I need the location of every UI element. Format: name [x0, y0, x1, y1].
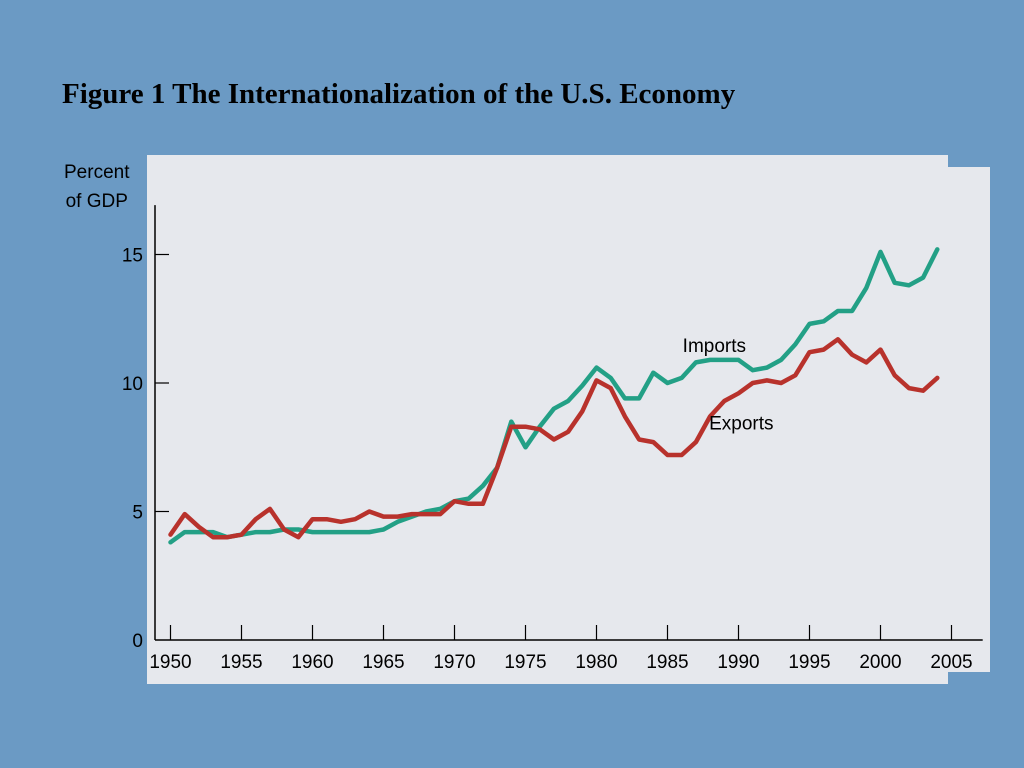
- y-axis-title-line2: of GDP: [65, 191, 128, 212]
- x-tick-label: 1970: [433, 652, 475, 673]
- y-axis-title: Percent of GDP: [64, 158, 129, 216]
- x-tick-label: 1975: [504, 652, 546, 673]
- x-tick-label: 1960: [291, 652, 333, 673]
- y-axis-title-line1: Percent: [64, 162, 130, 183]
- x-tick-label: 1980: [575, 652, 617, 673]
- x-tick-label: 1950: [149, 652, 191, 673]
- x-tick-label: 1990: [717, 652, 759, 673]
- series-line-imports: [168, 247, 940, 545]
- series-line-exports: [168, 337, 940, 540]
- x-tick-label: 1985: [646, 652, 688, 673]
- y-tick-label: 0: [132, 631, 143, 652]
- y-tick-label: 5: [132, 503, 143, 524]
- x-tick-label: 1955: [220, 652, 262, 673]
- slide-title: Figure 1 The Internationalization of the…: [62, 78, 736, 110]
- x-tick-label: 1995: [788, 652, 830, 673]
- series-label-exports: Exports: [709, 413, 773, 434]
- panel-shadow: [948, 167, 990, 672]
- series-group: [168, 247, 940, 545]
- x-tick-label: 2000: [859, 652, 901, 673]
- y-tick-label: 10: [122, 374, 143, 395]
- x-tick-label: 1965: [362, 652, 404, 673]
- annotations-group: Imports Exports: [683, 336, 774, 434]
- axes: 0 5 10 15 1950 1955 1960 1965 1970 1975 1980 1985 19…: [122, 205, 983, 673]
- series-label-imports: Imports: [683, 336, 746, 357]
- x-tick-label: 2005: [930, 652, 972, 673]
- y-tick-label: 15: [122, 246, 143, 267]
